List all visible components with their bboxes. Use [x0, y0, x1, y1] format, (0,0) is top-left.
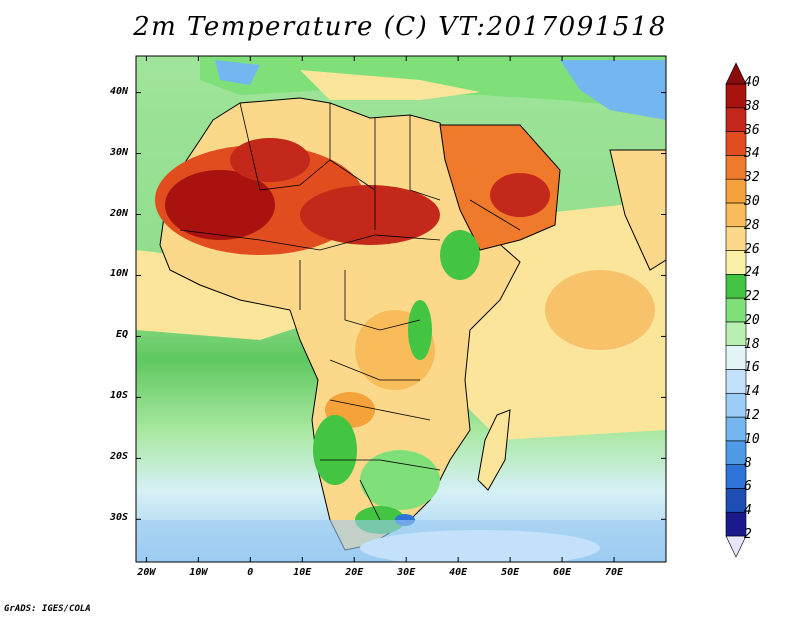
- algeria-hot: [230, 138, 310, 182]
- lat-tick-label: 40N: [109, 85, 128, 97]
- colorbar-label: 34: [744, 146, 760, 162]
- mediterranean-warm: [300, 70, 480, 100]
- lon-tick-label: 60E: [553, 567, 572, 578]
- lat-tick-label: 30N: [109, 146, 128, 158]
- colorbar-label: 38: [744, 98, 760, 114]
- india-land: [609, 149, 666, 271]
- namibia-green: [313, 415, 357, 485]
- colorbar-label: 6: [744, 479, 752, 495]
- iberia-cool: [215, 60, 260, 85]
- colorbar-label: 10: [744, 431, 760, 447]
- colorbar-label: 18: [744, 336, 760, 352]
- chart-title: 2m Temperature (C) VT:2017091518: [133, 12, 667, 42]
- colorbar-label: 22: [744, 289, 760, 305]
- lat-tick-label: 10N: [109, 268, 128, 280]
- lon-tick-label: 0: [247, 567, 254, 578]
- colorbar-box: [725, 464, 747, 489]
- colorbar-box: [725, 369, 747, 394]
- lon-tick-label: 70E: [605, 567, 624, 578]
- colorbar-box: [725, 297, 747, 323]
- colorbar-box: [725, 440, 747, 465]
- lon-tick-label: 30E: [397, 567, 416, 578]
- cape-ocean-cool: [360, 530, 600, 562]
- country-borders: [179, 102, 521, 521]
- indian-ocean-hot: [545, 270, 655, 350]
- map-field: [136, 56, 666, 562]
- lat-tick-label: 10S: [109, 390, 128, 402]
- cold-highlands: [560, 60, 666, 120]
- colorbar-box: [725, 511, 747, 537]
- colorbar-box: [725, 488, 747, 513]
- colorbar-label: 40: [744, 75, 760, 90]
- colorbar-label: 20: [744, 312, 760, 328]
- sahel-hot: [300, 185, 440, 245]
- lakes-green: [408, 300, 432, 360]
- colorbar-box: [725, 416, 747, 442]
- colorbar-box: [725, 131, 747, 156]
- lon-tick-label: 40E: [449, 567, 468, 578]
- colorbar-box: [725, 178, 747, 204]
- colorbar-box: [725, 274, 747, 299]
- colorbar-box: [725, 345, 747, 370]
- lat-tick-label: 30S: [109, 512, 128, 524]
- colorbar: [725, 62, 747, 558]
- arabia-hot: [490, 173, 550, 217]
- colorbar-label: 8: [744, 455, 752, 471]
- colorbar-min-arrow: [725, 535, 747, 558]
- madagascar-land: [477, 409, 511, 491]
- axis-ticks: [136, 56, 666, 562]
- colorbar-label: 24: [744, 265, 760, 281]
- colorbar-box: [725, 392, 747, 418]
- colorbar-label: 36: [744, 122, 760, 138]
- lon-tick-label: 20W: [137, 567, 156, 578]
- colorbar-box: [725, 226, 747, 251]
- lon-tick-label: 20E: [345, 567, 364, 578]
- colorbar-box: [725, 250, 747, 275]
- credit-text: GrADS: IGES/COLA: [4, 604, 91, 614]
- colorbar-label: 4: [744, 503, 752, 519]
- lat-tick-label: 20S: [109, 451, 128, 463]
- sahara-hot-west: [165, 170, 275, 240]
- colorbar-label: 16: [744, 360, 760, 376]
- colorbar-label: 30: [744, 193, 760, 209]
- ethiopia-cool: [440, 230, 480, 280]
- lon-tick-label: 50E: [501, 567, 520, 578]
- southern-green: [360, 450, 440, 510]
- colorbar-label: 28: [744, 217, 760, 233]
- colorbar-box: [725, 202, 747, 228]
- colorbar-box: [725, 321, 747, 346]
- lon-tick-label: 10E: [293, 567, 312, 578]
- lat-tick-label: 20N: [109, 207, 128, 219]
- colorbar-box: [725, 107, 747, 132]
- lat-tick-label: EQ: [115, 329, 128, 341]
- colorbar-label: 32: [744, 170, 760, 186]
- colorbar-label: 26: [744, 241, 760, 257]
- colorbar-box: [725, 155, 747, 180]
- colorbar-label: 12: [744, 408, 760, 424]
- colorbar-label: 14: [744, 384, 760, 400]
- colorbar-label: 2: [744, 527, 752, 542]
- colorbar-box: [725, 83, 747, 109]
- colorbar-max-arrow: [725, 62, 747, 85]
- lon-tick-label: 10W: [189, 567, 208, 578]
- plot-frame: [135, 55, 667, 563]
